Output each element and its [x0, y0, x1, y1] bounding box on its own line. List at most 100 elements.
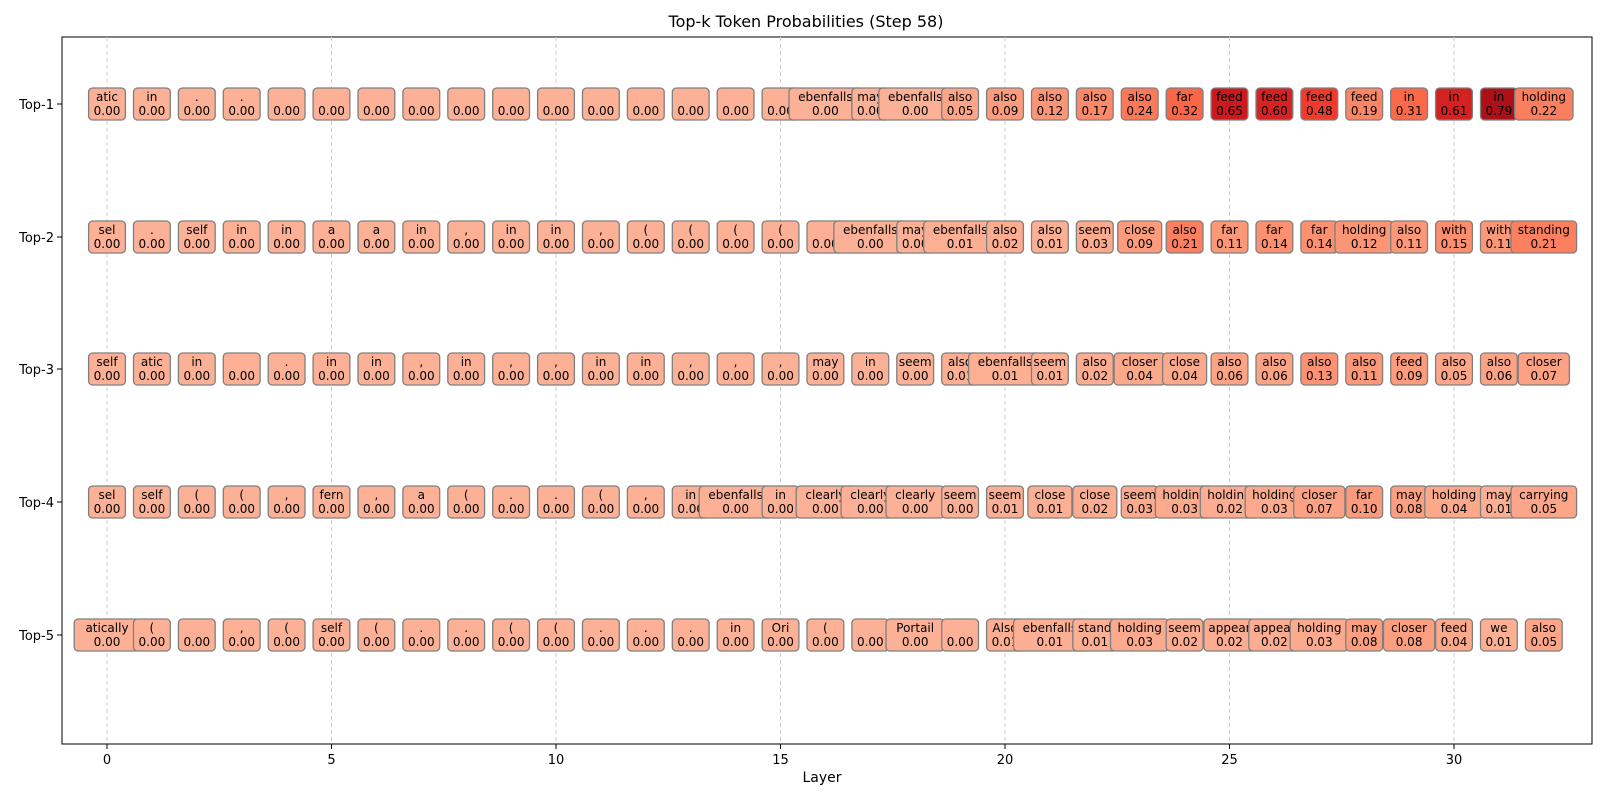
token-label: ebenfalls: [933, 223, 988, 237]
token-label: a: [328, 223, 335, 237]
token-cell-box: [222, 220, 261, 254]
token-cell-box: [1161, 352, 1208, 386]
token-cell: ,0.00: [492, 352, 531, 386]
probability-label: 0.00: [183, 237, 210, 251]
token-cell-box: [312, 352, 351, 386]
token-cell-box: [1255, 220, 1294, 254]
probability-label: 0.01: [1037, 237, 1064, 251]
token-cell-box: [222, 485, 261, 519]
token-cell: .0.00: [402, 618, 441, 652]
probability-label: 0.03: [1261, 502, 1288, 516]
token-label: far: [1176, 90, 1193, 104]
token-cell-box: [671, 352, 710, 386]
token-cell-box: [492, 352, 531, 386]
token-label: atically: [85, 621, 128, 635]
probability-label: 0.00: [588, 237, 615, 251]
token-label: far: [1266, 223, 1283, 237]
y-tick-label: Top-5: [18, 629, 54, 644]
x-tick-label: 20: [997, 753, 1014, 768]
token-label: (: [284, 621, 289, 635]
token-label: atic: [141, 355, 163, 369]
token-label: ,: [734, 355, 738, 369]
probability-label: 0.00: [543, 369, 570, 383]
token-label: (: [464, 488, 469, 502]
token-cell-box: [806, 618, 845, 652]
token-label: holding: [1522, 90, 1566, 104]
token-cell-box: [1345, 352, 1384, 386]
token-label: ,: [374, 488, 378, 502]
probability-label: 0.00: [139, 502, 166, 516]
token-cell-box: [357, 87, 396, 121]
token-cell-box: [671, 618, 710, 652]
token-label: .: [689, 621, 693, 635]
token-label: Also: [992, 621, 1017, 635]
token-cell: (0.00: [357, 618, 396, 652]
probability-label: 0.00: [94, 502, 121, 516]
probability-label: 0.00: [453, 237, 480, 251]
token-label: in: [551, 223, 562, 237]
probability-label: 0.14: [1261, 237, 1288, 251]
token-cell-box: [132, 220, 171, 254]
token-cell: .0.00: [177, 87, 216, 121]
probability-label: 0.06: [1216, 369, 1243, 383]
token-label: Portail: [896, 621, 934, 635]
probability-label: 0.00: [453, 104, 480, 118]
probability-label: 0.00: [363, 237, 390, 251]
token-cell: in0.00: [447, 352, 486, 386]
probability-label: 0.00: [408, 502, 435, 516]
probability-label: 0.06: [1261, 369, 1288, 383]
probability-label: 0.01: [947, 237, 974, 251]
probability-label: 0.08: [1351, 635, 1378, 649]
x-axis-label: Layer: [802, 770, 841, 786]
token-label: .: [509, 488, 513, 502]
probability-label: 0.00: [183, 502, 210, 516]
token-cell: in0.00: [716, 618, 755, 652]
token-cell: ,0.00: [447, 220, 486, 254]
token-cell-box: [402, 618, 441, 652]
token-label: sel: [99, 223, 116, 237]
token-label: also: [948, 90, 972, 104]
token-cell-box: [626, 220, 665, 254]
token-label: ebenfalls: [1023, 621, 1078, 635]
token-cell: (0.00: [177, 485, 216, 519]
probability-label: 0.09: [992, 104, 1019, 118]
probability-label: 0.00: [273, 237, 300, 251]
probability-label: 0.00: [273, 502, 300, 516]
token-cell: ,0.00: [536, 352, 576, 386]
token-cell-box: [1075, 220, 1114, 254]
probability-label: 0.00: [363, 369, 390, 383]
token-label: seem: [1123, 488, 1156, 502]
probability-label: 0.00: [543, 635, 570, 649]
token-cell-box: [492, 87, 531, 121]
probability-label: 0.00: [453, 635, 480, 649]
token-cell-box: [985, 220, 1025, 254]
token-label: also: [1172, 223, 1196, 237]
token-label: ,: [509, 355, 513, 369]
token-label: far: [1356, 488, 1373, 502]
token-cell-box: [1030, 220, 1069, 254]
probability-label: 0.00: [632, 635, 659, 649]
token-label: also: [1532, 621, 1556, 635]
token-cell: a0.00: [312, 220, 351, 254]
token-label: also: [1487, 355, 1511, 369]
token-cell-box: [357, 352, 396, 386]
token-cell-box: [1510, 485, 1578, 519]
token-label: closer: [1301, 488, 1337, 502]
token-label: standing: [1518, 223, 1570, 237]
token-label: may: [1396, 488, 1422, 502]
token-cell: in0.00: [312, 352, 351, 386]
token-cell: in0.00: [402, 220, 441, 254]
token-cell: .0.00: [132, 220, 171, 254]
